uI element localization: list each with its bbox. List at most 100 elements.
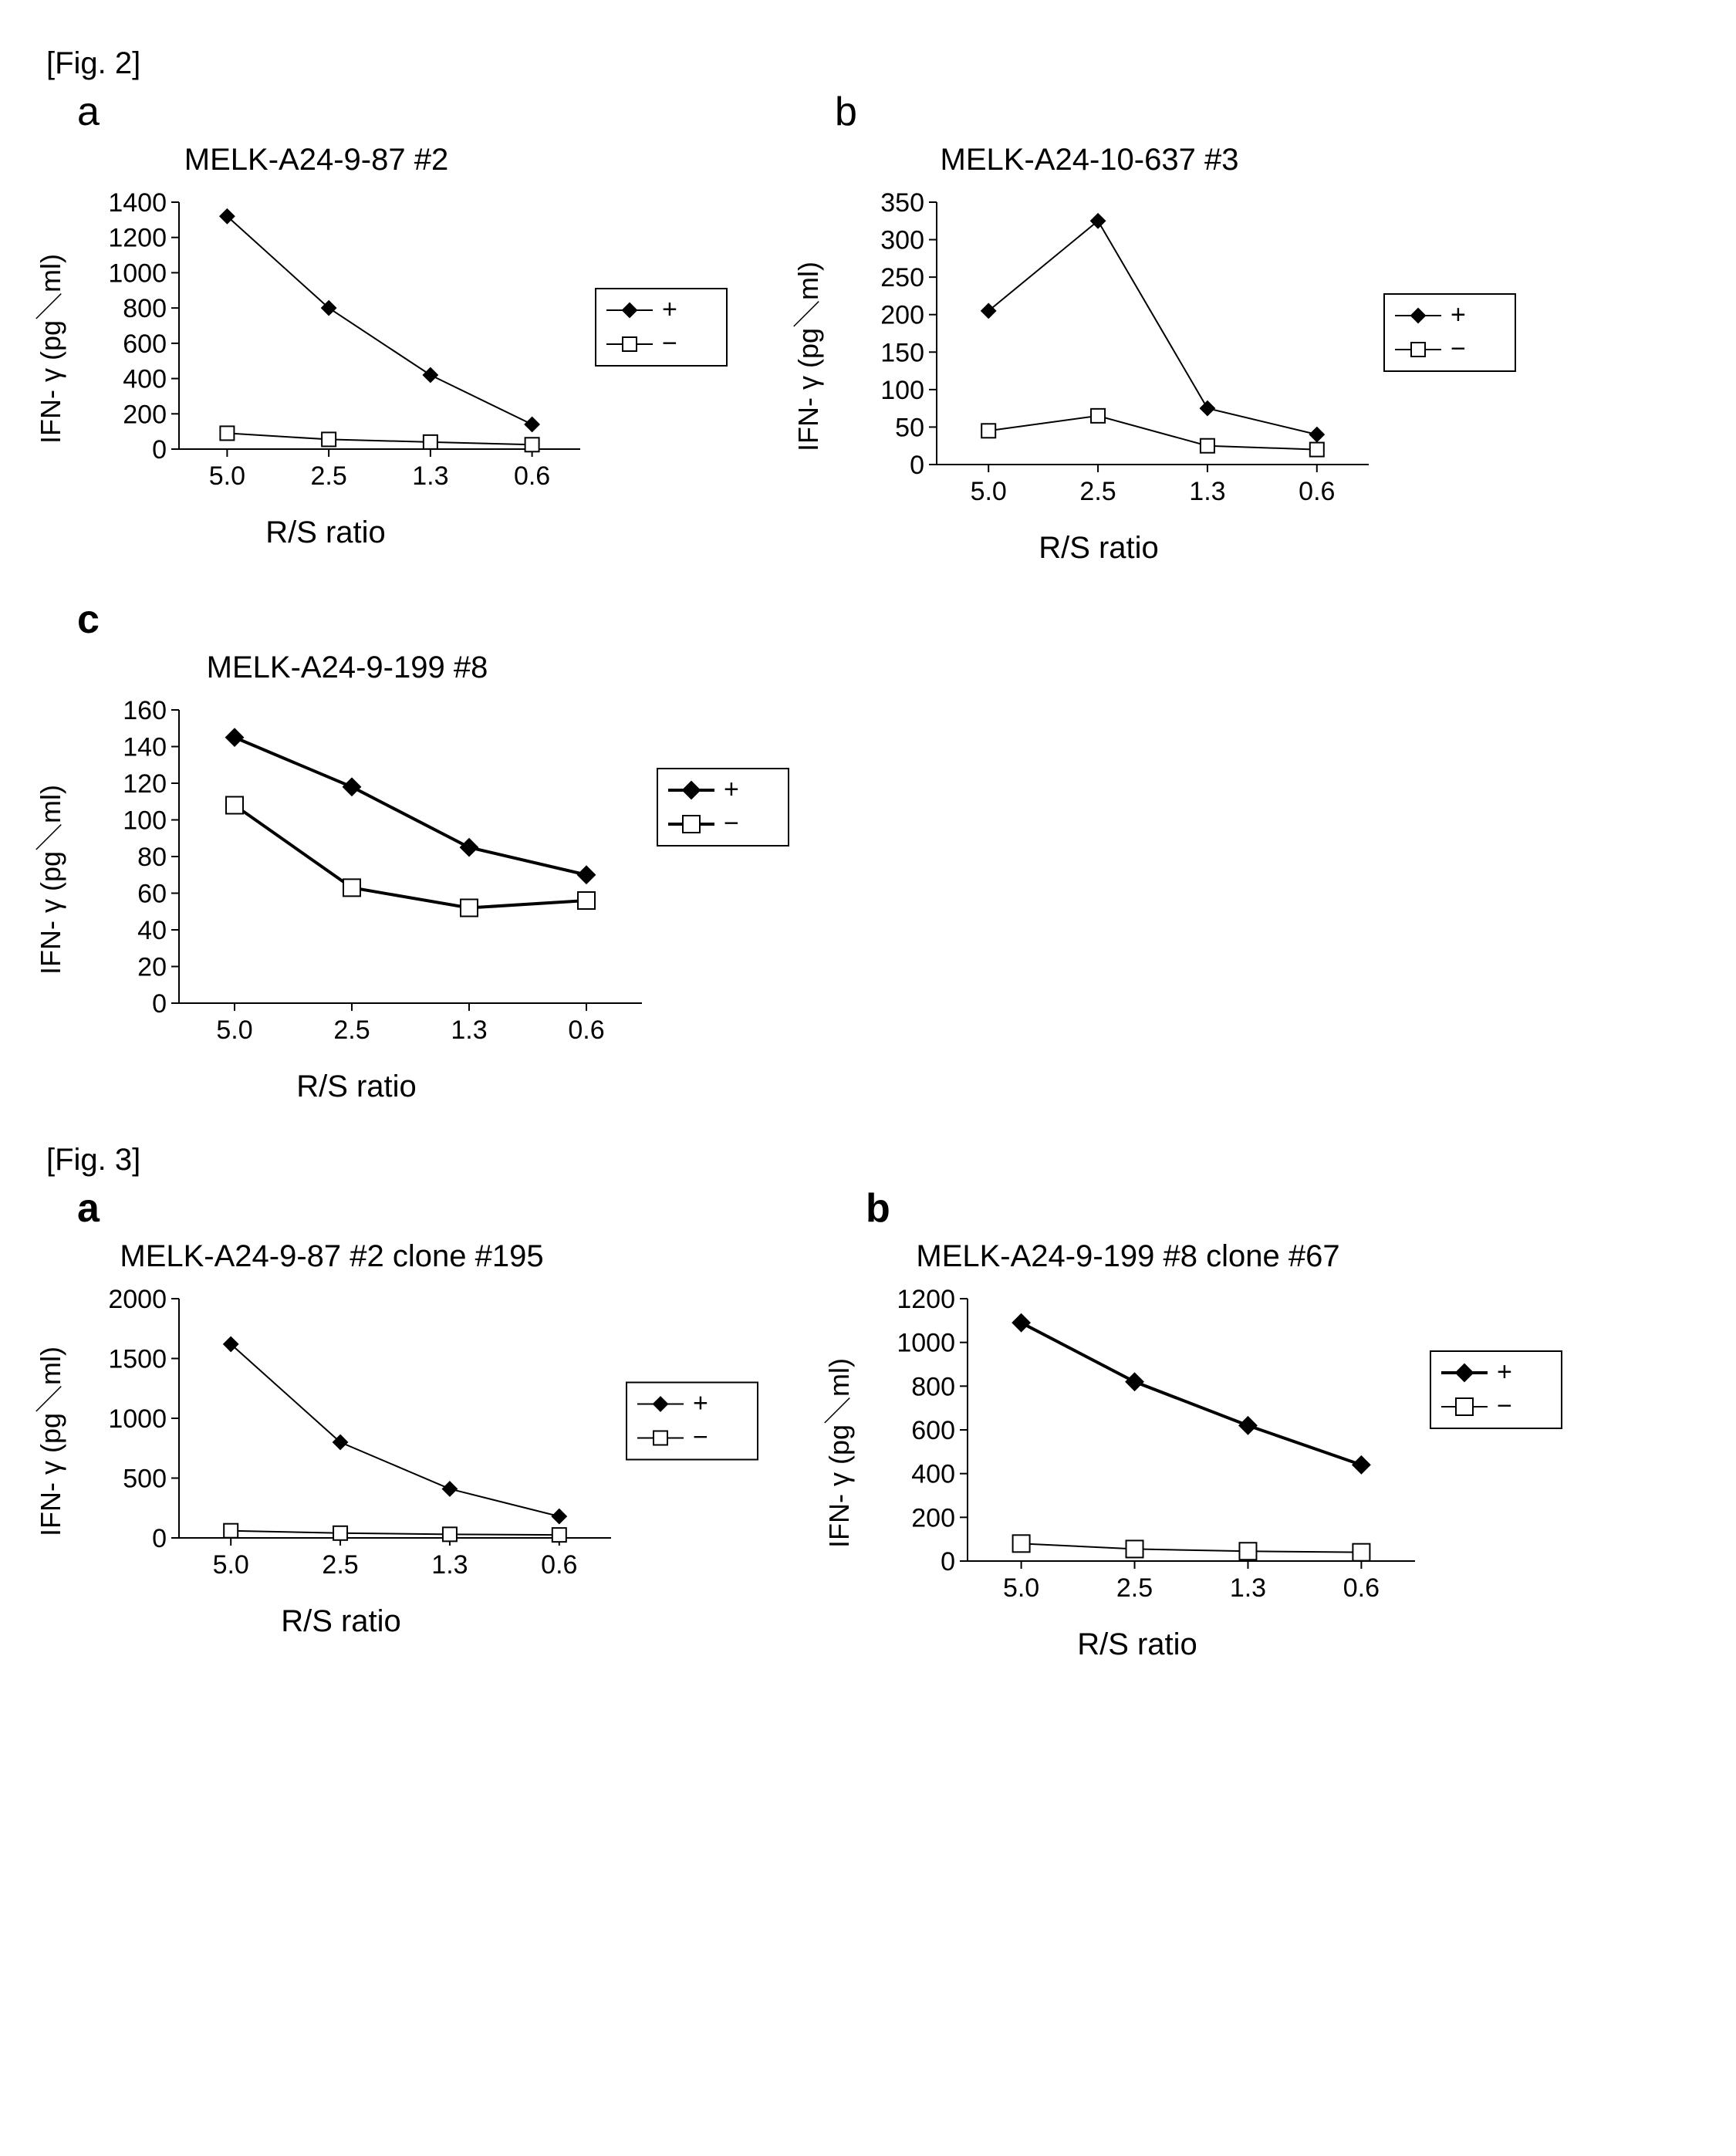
fig2-panel-c: cMELK-A24-9-199 #8IFN- γ (pg／ml)02040608… [31, 596, 819, 1104]
chart-svg: 0204060801001201401605.02.51.30.6+− [71, 694, 819, 1065]
legend-label: + [1497, 1357, 1512, 1387]
data-marker [443, 1482, 457, 1495]
y-tick-label: 800 [911, 1372, 955, 1401]
x-tick-label: 1.3 [1230, 1573, 1266, 1603]
y-tick-label: 60 [137, 880, 167, 909]
y-tick-label: 200 [911, 1503, 955, 1533]
figure-label: [Fig. 3] [46, 1143, 1705, 1178]
series-line [227, 433, 532, 444]
data-marker [461, 839, 478, 856]
series-line [231, 1344, 559, 1516]
series-line [988, 221, 1317, 434]
x-tick-label: 0.6 [541, 1550, 577, 1580]
x-tick-label: 1.3 [1189, 477, 1225, 506]
data-marker [322, 432, 336, 446]
panel-letter: b [866, 1185, 1592, 1232]
y-tick-label: 1200 [108, 224, 167, 253]
chart-svg: 0200400600800100012005.02.51.30.6+− [860, 1283, 1592, 1623]
data-marker [1013, 1314, 1030, 1331]
x-tick-label: 0.6 [514, 461, 550, 491]
y-tick-label: 120 [123, 769, 167, 799]
fig3-panel-b: bMELK-A24-9-199 #8 clone #67IFN- γ (pg／m… [819, 1185, 1592, 1662]
chart-title: MELK-A24-9-199 #8 [62, 651, 633, 685]
x-axis-label: R/S ratio [71, 1070, 642, 1104]
fig2-row2: cMELK-A24-9-199 #8IFN- γ (pg／ml)02040608… [31, 589, 1705, 1127]
x-tick-label: 2.5 [1079, 477, 1116, 506]
panel-letter: a [77, 89, 758, 135]
y-tick-label: 1000 [897, 1329, 955, 1358]
chart-title: MELK-A24-9-199 #8 clone #67 [850, 1239, 1406, 1274]
fig3-panel-a: aMELK-A24-9-87 #2 clone #195IFN- γ (pg／m… [31, 1185, 789, 1662]
x-tick-label: 1.3 [451, 1015, 487, 1045]
data-marker [343, 879, 360, 896]
y-tick-label: 50 [895, 413, 924, 442]
y-tick-label: 0 [910, 451, 924, 480]
legend-box [596, 289, 727, 366]
data-marker [1126, 1374, 1143, 1391]
data-marker [1091, 409, 1105, 423]
y-axis-label: IFN- γ (pg／ml) [31, 733, 71, 1026]
legend-box [1430, 1351, 1562, 1428]
data-marker [552, 1509, 566, 1523]
y-tick-label: 200 [123, 400, 167, 429]
y-tick-label: 600 [911, 1416, 955, 1445]
y-axis-label: IFN- γ (pg／ml) [789, 225, 829, 488]
data-marker [1239, 1417, 1256, 1434]
data-marker [1201, 439, 1214, 453]
y-tick-label: 1000 [108, 259, 167, 288]
y-tick-label: 100 [880, 376, 924, 405]
legend-label: + [662, 295, 677, 324]
x-tick-label: 5.0 [216, 1015, 252, 1045]
fig2-panel-a: aMELK-A24-9-87 #2IFN- γ (pg／ml)020040060… [31, 89, 758, 566]
legend-label: + [724, 775, 739, 804]
y-tick-label: 600 [123, 329, 167, 359]
x-tick-label: 2.5 [311, 461, 347, 491]
fig3-row1: aMELK-A24-9-87 #2 clone #195IFN- γ (pg／m… [31, 1178, 1705, 1685]
x-tick-label: 5.0 [971, 477, 1007, 506]
y-tick-label: 140 [123, 733, 167, 762]
data-marker [1353, 1456, 1370, 1473]
data-marker [343, 779, 360, 796]
data-marker [1201, 401, 1214, 415]
legend-label: − [662, 329, 677, 358]
y-tick-label: 800 [123, 294, 167, 323]
legend-label: − [693, 1423, 708, 1452]
y-tick-label: 2000 [108, 1285, 167, 1314]
data-marker [333, 1526, 347, 1540]
y-tick-label: 20 [137, 953, 167, 982]
data-marker [1126, 1540, 1143, 1557]
x-tick-label: 5.0 [1003, 1573, 1039, 1603]
data-marker [1239, 1543, 1256, 1560]
y-tick-label: 0 [152, 1524, 167, 1553]
y-tick-label: 150 [880, 338, 924, 367]
x-tick-label: 1.3 [412, 461, 448, 491]
data-marker [424, 368, 437, 382]
x-tick-label: 2.5 [1116, 1573, 1153, 1603]
y-tick-label: 160 [123, 696, 167, 725]
y-tick-label: 40 [137, 916, 167, 945]
y-tick-label: 1000 [108, 1404, 167, 1434]
x-tick-label: 2.5 [322, 1550, 358, 1580]
series-line [1022, 1543, 1362, 1552]
x-tick-label: 5.0 [213, 1550, 249, 1580]
x-tick-label: 0.6 [1299, 477, 1335, 506]
panel-letter: a [77, 1185, 789, 1232]
y-tick-label: 100 [123, 806, 167, 836]
y-tick-label: 300 [880, 226, 924, 255]
data-marker [424, 435, 437, 449]
series-line [235, 738, 586, 875]
series-line [227, 216, 532, 424]
data-marker [578, 867, 595, 884]
legend-label: + [693, 1389, 708, 1418]
x-axis-label: R/S ratio [71, 515, 580, 550]
data-marker [224, 1524, 238, 1538]
y-tick-label: 0 [941, 1547, 955, 1576]
chart-svg: 0501001502002503003505.02.51.30.6+− [829, 187, 1546, 526]
y-axis-label: IFN- γ (pg／ml) [31, 1322, 71, 1561]
series-line [235, 806, 586, 908]
data-marker [552, 1528, 566, 1542]
x-tick-label: 1.3 [431, 1550, 468, 1580]
y-axis-label: IFN- γ (pg／ml) [31, 225, 71, 472]
y-tick-label: 80 [137, 843, 167, 872]
fig2-panel-b: bMELK-A24-10-637 #3IFN- γ (pg／ml)0501001… [789, 89, 1546, 566]
